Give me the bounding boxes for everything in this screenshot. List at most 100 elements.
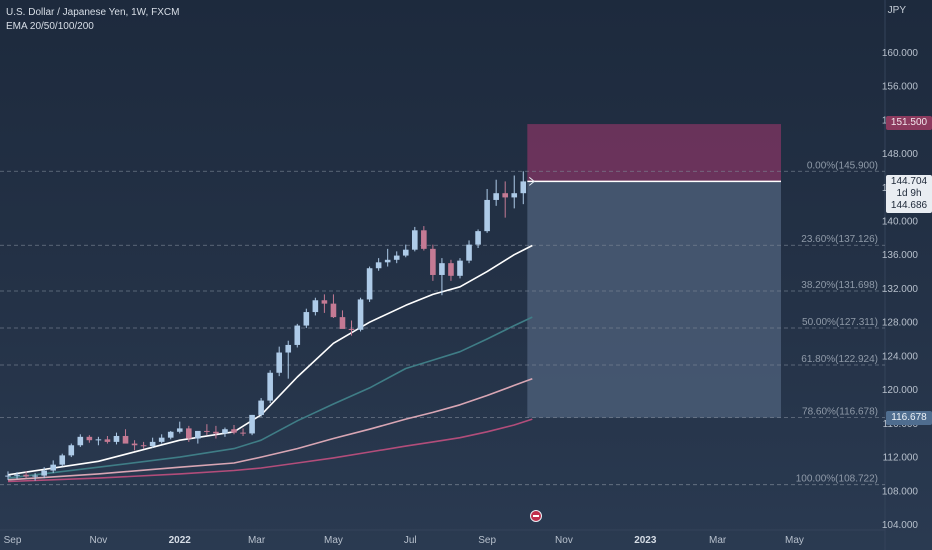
stop-loss-zone <box>527 124 781 182</box>
candle-body <box>240 432 246 434</box>
candle-body <box>222 429 228 434</box>
current-price: 144.704 <box>890 176 928 187</box>
candle-body <box>493 193 499 200</box>
candle-body <box>312 300 319 313</box>
x-tick-label: Nov <box>555 535 573 546</box>
candle-body <box>276 352 282 373</box>
candle-body <box>167 431 174 438</box>
candle-body <box>393 255 400 260</box>
candle-body <box>357 299 364 330</box>
fib-level-label: 23.60%(137.126) <box>801 234 878 245</box>
candle-body <box>348 328 355 330</box>
y-tick-label: 112.000 <box>883 453 919 464</box>
y-tick-label: 128.000 <box>882 318 919 329</box>
x-tick-label: Jul <box>404 535 417 546</box>
candle-body <box>14 474 20 476</box>
candle-body <box>23 474 29 477</box>
current-price-tag: 144.704 1d 9h 144.686 <box>886 175 932 213</box>
candle-body <box>41 470 47 476</box>
y-tick-label: 148.000 <box>882 149 919 160</box>
fib-level-label: 100.00%(108.722) <box>796 474 878 485</box>
x-tick-label: Sep <box>4 535 22 546</box>
candle-body <box>430 248 436 275</box>
candle-body <box>186 428 192 439</box>
candle-body <box>457 260 463 276</box>
candle-body <box>448 263 454 276</box>
x-tick-label: May <box>324 535 343 546</box>
y-tick-label: 124.000 <box>882 351 919 362</box>
us-flag-icon[interactable] <box>530 510 542 522</box>
candle-body <box>204 430 210 432</box>
candle-body <box>339 317 346 329</box>
y-tick-label: 160.000 <box>882 48 919 59</box>
candle-body <box>466 244 472 261</box>
stop-price-tag: 151.500 <box>886 116 932 130</box>
bar-countdown: 1d 9h <box>896 188 922 199</box>
candle-body <box>421 230 427 249</box>
x-tick-label: Sep <box>478 535 496 546</box>
candle-body <box>402 249 409 256</box>
y-tick-label: 156.000 <box>882 82 919 93</box>
candle-body <box>68 445 75 456</box>
fib-level-label: 50.00%(127.311) <box>802 317 878 328</box>
candle-body <box>95 439 102 441</box>
candle-body <box>77 436 84 446</box>
candle-body <box>330 303 337 318</box>
fib-level-label: 78.60%(116.678) <box>802 407 878 418</box>
candle-body <box>475 231 481 245</box>
candle-body <box>32 475 38 477</box>
x-tick-label: 2023 <box>634 535 657 546</box>
candle-body <box>412 230 418 250</box>
y-tick-label: 140.000 <box>882 217 919 228</box>
candle-body <box>267 372 273 401</box>
candle-body <box>86 436 93 441</box>
candle-body <box>158 437 165 442</box>
current-price-low: 144.686 <box>890 200 928 211</box>
x-tick-label: May <box>785 535 804 546</box>
candle-body <box>439 263 445 275</box>
ema-200-line <box>7 418 533 483</box>
take-profit-zone <box>527 181 781 418</box>
x-tick-label: Nov <box>90 535 108 546</box>
candle-body <box>131 443 138 446</box>
symbol-title: U.S. Dollar / Japanese Yen, 1W, FXCM <box>6 7 180 18</box>
candle-body <box>176 428 183 432</box>
candle-body <box>104 439 111 442</box>
ema-20-line <box>7 244 533 476</box>
candle-body <box>213 431 219 434</box>
ema-100-line <box>7 377 533 481</box>
x-tick-label: Mar <box>709 535 727 546</box>
entry-arrow-icon <box>528 177 536 186</box>
fib-level-label: 0.00%(145.900) <box>807 160 878 171</box>
chart-legend: U.S. Dollar / Japanese Yen, 1W, FXCM EMA… <box>6 6 179 34</box>
candle-body <box>375 262 382 269</box>
x-tick-label: 2022 <box>169 535 192 546</box>
candle-body <box>140 445 147 447</box>
candle-body <box>285 344 292 353</box>
candle-body <box>502 193 508 198</box>
candle-body <box>195 430 201 439</box>
candle-body <box>484 199 490 232</box>
candle-body <box>149 441 156 447</box>
candle-body <box>59 455 66 465</box>
candle-body <box>294 325 301 345</box>
currency-label: JPY <box>887 5 906 16</box>
candle-body <box>520 181 527 194</box>
candle-body <box>366 268 373 300</box>
candle-body <box>303 312 310 326</box>
fib-level-label: 61.80%(122.924) <box>801 354 878 365</box>
candle-body <box>231 429 237 433</box>
candle-body <box>258 400 264 415</box>
candle-body <box>122 435 129 444</box>
candle-body <box>384 259 391 263</box>
candle-body <box>249 414 255 434</box>
candle-body <box>50 464 56 471</box>
y-tick-label: 108.000 <box>882 486 919 497</box>
y-tick-label: 136.000 <box>882 250 919 261</box>
fib-level-label: 38.20%(131.698) <box>801 280 878 291</box>
y-tick-label: 132.000 <box>882 284 919 295</box>
x-tick-label: Mar <box>248 535 266 546</box>
target-price-tag: 116.678 <box>886 411 932 425</box>
ema-50-line <box>7 316 533 479</box>
